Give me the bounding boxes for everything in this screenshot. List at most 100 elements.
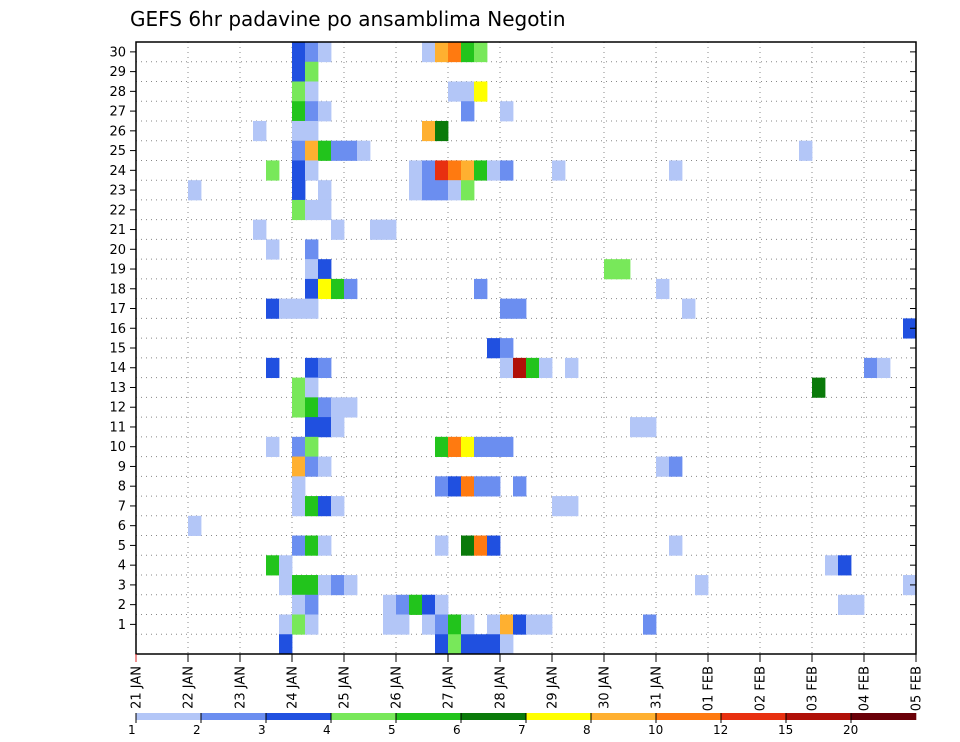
heatmap-cell xyxy=(370,219,384,240)
heatmap-cell xyxy=(812,377,826,398)
heatmap-cell xyxy=(643,614,657,635)
heatmap-cell xyxy=(487,535,501,556)
heatmap-cell xyxy=(487,634,501,655)
heatmap-cell xyxy=(344,397,358,418)
x-tick-label: 23 JAN xyxy=(234,666,249,709)
heatmap-cell xyxy=(461,101,475,122)
x-tick-label: 01 FEB xyxy=(702,666,717,711)
heatmap-cell xyxy=(643,417,657,438)
heatmap-cell xyxy=(539,614,553,635)
heatmap-cell xyxy=(552,160,566,181)
legend-swatch xyxy=(656,713,722,720)
heatmap-cell xyxy=(500,160,514,181)
y-tick-label: 27 xyxy=(109,105,126,120)
y-tick-label: 14 xyxy=(109,361,126,376)
heatmap-cell xyxy=(292,61,306,82)
heatmap-cell xyxy=(318,140,332,161)
y-tick-label: 19 xyxy=(109,263,126,278)
heatmap-cell xyxy=(448,476,462,497)
heatmap-cell xyxy=(669,535,683,556)
y-tick-label: 8 xyxy=(118,480,126,495)
legend-label: 1 xyxy=(128,723,136,737)
heatmap-cell xyxy=(500,298,514,319)
heatmap-cell xyxy=(630,417,644,438)
heatmap-cell xyxy=(331,278,345,300)
heatmap-cell xyxy=(188,515,202,536)
heatmap-cell xyxy=(461,180,475,201)
heatmap-cell xyxy=(461,476,475,497)
heatmap-cell xyxy=(448,42,462,63)
x-tick-label: 25 JAN xyxy=(338,666,353,709)
heatmap-cell xyxy=(305,357,319,379)
y-tick-label: 4 xyxy=(118,559,126,574)
x-tick-label: 28 JAN xyxy=(494,666,509,709)
heatmap-cell xyxy=(318,101,332,122)
heatmap-cell xyxy=(526,614,540,635)
heatmap-cell xyxy=(682,298,696,319)
x-tick-label: 02 FEB xyxy=(754,666,769,711)
x-tick-label: 21 JAN xyxy=(130,666,145,709)
heatmap-cell xyxy=(292,496,306,517)
y-tick-label: 6 xyxy=(118,519,126,534)
y-tick-label: 26 xyxy=(109,124,126,139)
heatmap-cell xyxy=(435,42,449,63)
heatmap-cell xyxy=(266,357,280,379)
heatmap-cell xyxy=(409,180,423,201)
heatmap-cell xyxy=(318,535,332,556)
heatmap-cell xyxy=(396,594,410,615)
legend-label: 5 xyxy=(388,723,396,737)
heatmap-cell xyxy=(838,555,852,576)
heatmap-cell xyxy=(305,594,319,615)
chart-title: GEFS 6hr padavine po ansamblima Negotin xyxy=(130,7,566,31)
heatmap-cell xyxy=(799,140,813,161)
heatmap-cell xyxy=(448,180,462,201)
heatmap-cell xyxy=(292,199,306,221)
x-tick-label: 03 FEB xyxy=(806,666,821,711)
heatmap-cell xyxy=(305,496,319,517)
y-tick-label: 5 xyxy=(118,539,126,554)
heatmap-cell xyxy=(292,377,306,398)
heatmap-cell xyxy=(292,298,306,319)
heatmap-cell xyxy=(474,634,488,655)
heatmap-cell xyxy=(435,614,449,635)
heatmap-cell xyxy=(864,357,878,379)
heatmap-cell xyxy=(487,338,501,359)
heatmap-cell xyxy=(292,42,306,63)
y-tick-label: 21 xyxy=(109,223,126,238)
legend-swatch xyxy=(461,713,527,720)
x-tick-label: 30 JAN xyxy=(598,666,613,709)
y-tick-label: 25 xyxy=(109,144,126,159)
heatmap-cell xyxy=(305,239,319,260)
heatmap-cell xyxy=(435,594,449,615)
heatmap-cell xyxy=(903,575,917,596)
heatmap-cell xyxy=(292,180,306,201)
heatmap-cell xyxy=(396,614,410,635)
y-tick-label: 29 xyxy=(109,65,126,80)
heatmap-cell xyxy=(292,160,306,181)
y-tick-label: 17 xyxy=(109,302,126,317)
heatmap-cell xyxy=(318,357,332,379)
heatmap-cell xyxy=(669,160,683,181)
legend-label: 8 xyxy=(583,723,591,737)
y-tick-label: 10 xyxy=(109,440,126,455)
heatmap-cell xyxy=(695,575,709,596)
heatmap-cell xyxy=(474,535,488,556)
heatmap-cell xyxy=(292,397,306,418)
heatmap-cell xyxy=(422,160,436,181)
heatmap-cell xyxy=(344,575,358,596)
heatmap-cell xyxy=(292,476,306,497)
heatmap-cell xyxy=(305,42,319,63)
y-tick-label: 15 xyxy=(109,342,126,357)
heatmap-cell xyxy=(500,634,514,655)
heatmap-cell xyxy=(474,476,488,497)
heatmap-cell xyxy=(422,614,436,635)
legend-label: 7 xyxy=(518,723,526,737)
heatmap-cell xyxy=(487,160,501,181)
heatmap-cell xyxy=(292,101,306,122)
heatmap-cell xyxy=(318,42,332,63)
heatmap-cell xyxy=(474,278,488,300)
heatmap-cell xyxy=(474,81,488,102)
heatmap-cell xyxy=(513,614,527,635)
y-axis-ticks: 1234567891011121314151617181920212223242… xyxy=(109,45,916,633)
heatmap-cell xyxy=(344,140,358,161)
